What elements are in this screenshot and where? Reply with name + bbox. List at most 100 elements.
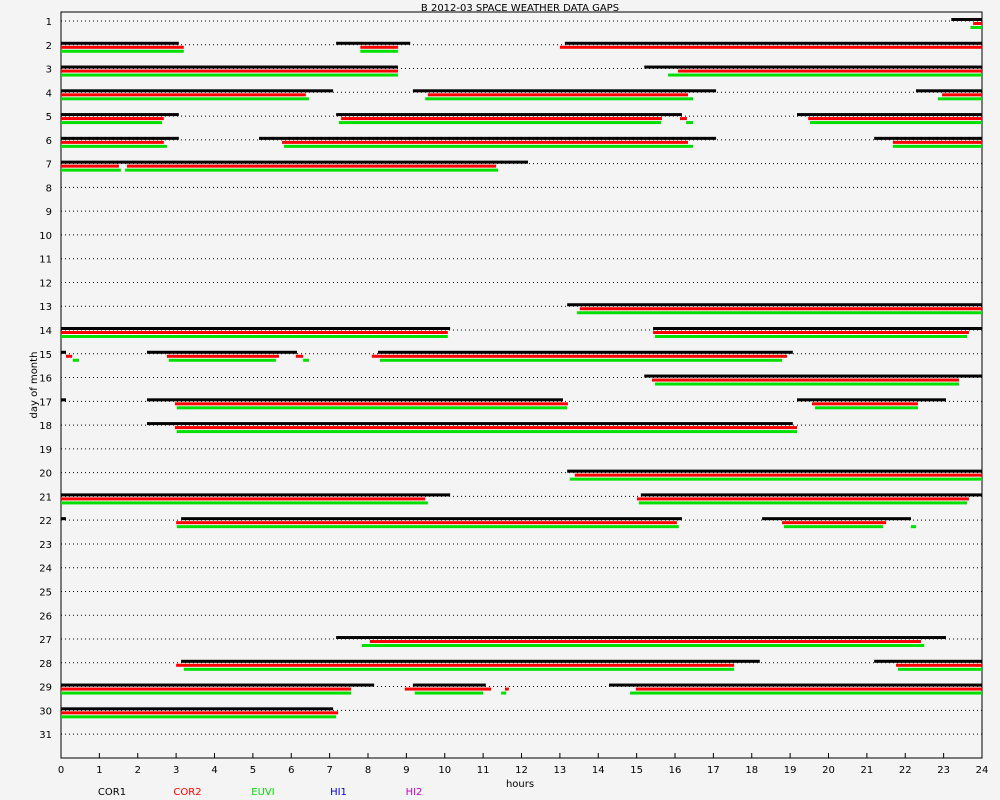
- gap-segment: [61, 331, 448, 335]
- gap-segment: [635, 687, 982, 691]
- gap-segment: [61, 715, 337, 719]
- y-tick-label: 15: [39, 350, 52, 361]
- y-axis-label: day of month: [29, 352, 40, 419]
- gap-segment: [61, 335, 448, 339]
- gap-segment: [61, 160, 529, 164]
- gap-segment: [679, 117, 687, 121]
- gap-segment: [579, 307, 982, 311]
- gap-segment: [897, 667, 982, 671]
- gap-segment: [644, 374, 982, 378]
- x-tick-label: 24: [976, 765, 989, 776]
- gap-segment: [655, 335, 968, 339]
- gap-segment: [970, 26, 982, 29]
- x-tick-label: 21: [861, 765, 874, 776]
- gap-segment: [61, 97, 309, 101]
- gap-segment: [65, 354, 73, 358]
- gap-segment: [303, 358, 309, 362]
- gap-segment: [283, 144, 694, 148]
- y-tick-label: 9: [46, 207, 52, 218]
- legend-entry: COR1: [98, 787, 126, 798]
- gap-segment: [336, 41, 411, 45]
- gap-segment: [892, 144, 982, 148]
- gap-segment: [360, 45, 398, 49]
- gap-segment: [892, 140, 982, 144]
- gap-segment: [176, 430, 798, 434]
- y-tick-label: 31: [39, 730, 52, 741]
- x-tick-label: 14: [592, 765, 605, 776]
- y-tick-label: 8: [46, 183, 52, 194]
- gap-segment: [569, 477, 982, 481]
- x-tick-label: 16: [669, 765, 682, 776]
- gap-segment: [61, 41, 179, 45]
- gap-segment: [61, 501, 428, 505]
- gap-segment: [874, 659, 982, 663]
- x-tick-label: 19: [784, 765, 797, 776]
- y-tick-label: 21: [39, 492, 52, 503]
- gap-segment: [61, 89, 334, 93]
- gap-segment: [61, 93, 306, 97]
- gap-segment: [61, 711, 339, 715]
- gap-segment: [61, 707, 334, 711]
- gap-segment: [127, 164, 497, 168]
- gap-segment: [61, 327, 451, 331]
- x-tick-label: 15: [630, 765, 643, 776]
- gap-segment: [567, 303, 982, 307]
- gap-segment: [181, 517, 682, 521]
- x-tick-label: 9: [403, 765, 409, 776]
- y-tick-label: 26: [39, 611, 52, 622]
- x-tick-label: 7: [326, 765, 332, 776]
- x-tick-label: 11: [477, 765, 490, 776]
- gap-segment: [61, 691, 352, 695]
- gap-segment: [282, 140, 689, 144]
- x-tick-label: 12: [515, 765, 528, 776]
- gap-segment: [412, 683, 486, 687]
- y-tick-label: 7: [46, 160, 52, 171]
- gap-segment: [564, 41, 982, 45]
- y-tick-label: 30: [39, 706, 52, 717]
- y-tick-label: 2: [46, 41, 52, 52]
- gap-segment: [61, 136, 179, 140]
- gap-segment: [651, 378, 959, 382]
- gap-segment: [61, 140, 164, 144]
- x-tick-label: 10: [438, 765, 451, 776]
- gap-segment: [427, 93, 689, 97]
- gap-segment: [61, 69, 398, 73]
- gap-segment: [183, 667, 735, 671]
- gap-segment: [176, 521, 677, 525]
- gap-segment: [637, 497, 969, 501]
- gap-segment: [640, 493, 982, 497]
- gap-segment: [166, 354, 279, 358]
- y-tick-label: 13: [39, 302, 52, 313]
- gap-segment: [577, 311, 982, 315]
- y-tick-label: 4: [46, 88, 52, 99]
- gap-segment: [61, 49, 184, 53]
- y-tick-label: 27: [39, 635, 52, 646]
- x-tick-label: 13: [554, 765, 567, 776]
- gap-segment: [125, 168, 499, 172]
- gap-segment: [638, 501, 968, 505]
- gap-segment: [797, 398, 946, 402]
- gap-segment: [61, 45, 184, 49]
- y-tick-label: 29: [39, 683, 52, 694]
- y-tick-label: 19: [39, 445, 52, 456]
- y-tick-label: 17: [39, 397, 52, 408]
- gap-segment: [412, 89, 717, 93]
- gap-segment: [425, 97, 694, 101]
- y-tick-label: 1: [46, 17, 52, 28]
- gap-segment: [338, 121, 662, 125]
- gap-segment: [259, 136, 717, 140]
- gap-segment: [336, 636, 946, 640]
- gap-segment: [361, 644, 925, 648]
- gap-segment: [181, 659, 760, 663]
- x-tick-label: 18: [745, 765, 758, 776]
- gap-segment: [973, 22, 982, 25]
- gap-segment: [686, 121, 694, 125]
- gap-segment: [174, 426, 798, 430]
- gap-segment: [653, 327, 982, 331]
- gap-segment: [176, 525, 679, 529]
- gap-segment: [360, 49, 398, 53]
- gap-segment: [811, 402, 918, 406]
- gap-segment: [574, 473, 982, 477]
- y-tick-label: 24: [39, 564, 52, 575]
